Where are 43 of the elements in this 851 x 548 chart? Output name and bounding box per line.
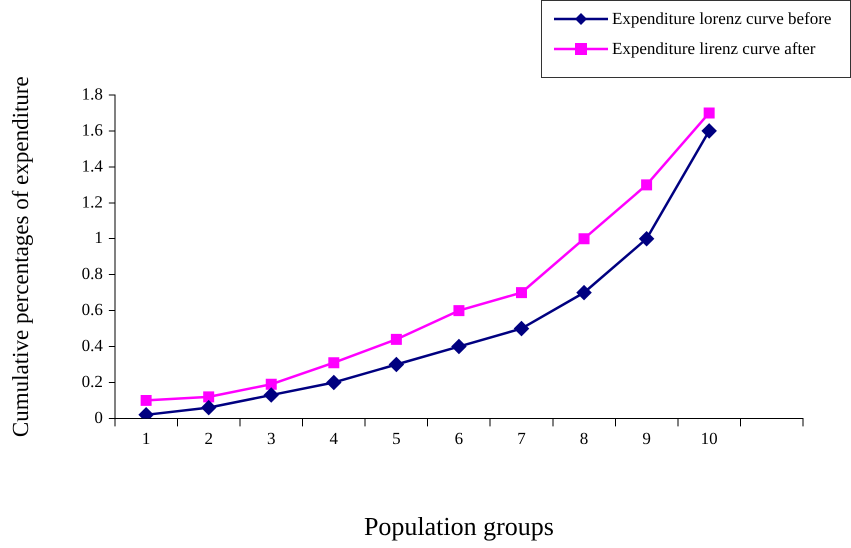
y-tick-label: 1.8 xyxy=(82,84,103,104)
x-tick-label: 9 xyxy=(642,429,651,448)
x-tick-label: 6 xyxy=(454,429,464,448)
point xyxy=(266,378,277,390)
point xyxy=(641,179,652,190)
y-tick-label: 0.6 xyxy=(82,300,103,320)
y-tick-label: 0 xyxy=(94,408,103,427)
x-tick-label: 8 xyxy=(580,429,588,448)
point xyxy=(389,357,404,372)
x-tick-label: 3 xyxy=(267,429,276,448)
point xyxy=(704,107,715,118)
point xyxy=(576,285,592,300)
y-tick-label: 1.6 xyxy=(82,120,103,140)
y-tick-label: 0.4 xyxy=(82,336,104,355)
y-tick-label: 0.2 xyxy=(82,372,103,391)
y-axis-title: Cumulative percentages of expenditure xyxy=(8,76,33,438)
x-tick-label: 2 xyxy=(204,429,213,448)
x-tick-label: 7 xyxy=(517,429,526,448)
x-tick-label: 10 xyxy=(700,429,718,448)
point xyxy=(264,388,278,402)
point xyxy=(514,321,529,336)
point xyxy=(452,339,466,354)
y-tick-label: 0.8 xyxy=(82,264,103,284)
x-tick-label: 1 xyxy=(142,429,150,448)
x-axis-title: Population groups xyxy=(364,512,554,542)
point xyxy=(203,391,214,402)
point xyxy=(326,375,342,390)
point xyxy=(453,305,464,316)
point xyxy=(201,400,216,415)
point xyxy=(328,357,340,368)
point xyxy=(516,287,527,298)
legend-label: Expenditure lorenz curve before xyxy=(612,9,832,29)
y-tick-label: 1.2 xyxy=(82,192,103,212)
point xyxy=(639,231,654,246)
y-tick-label: 1.4 xyxy=(82,156,104,176)
point xyxy=(390,334,402,345)
point xyxy=(702,124,716,138)
x-tick-label: 5 xyxy=(392,429,401,448)
legend-label: Expenditure lirenz curve after xyxy=(612,39,816,59)
point xyxy=(140,394,152,406)
x-tick-label: 4 xyxy=(330,429,339,448)
point xyxy=(578,233,590,244)
y-tick-label: 1 xyxy=(94,228,103,248)
